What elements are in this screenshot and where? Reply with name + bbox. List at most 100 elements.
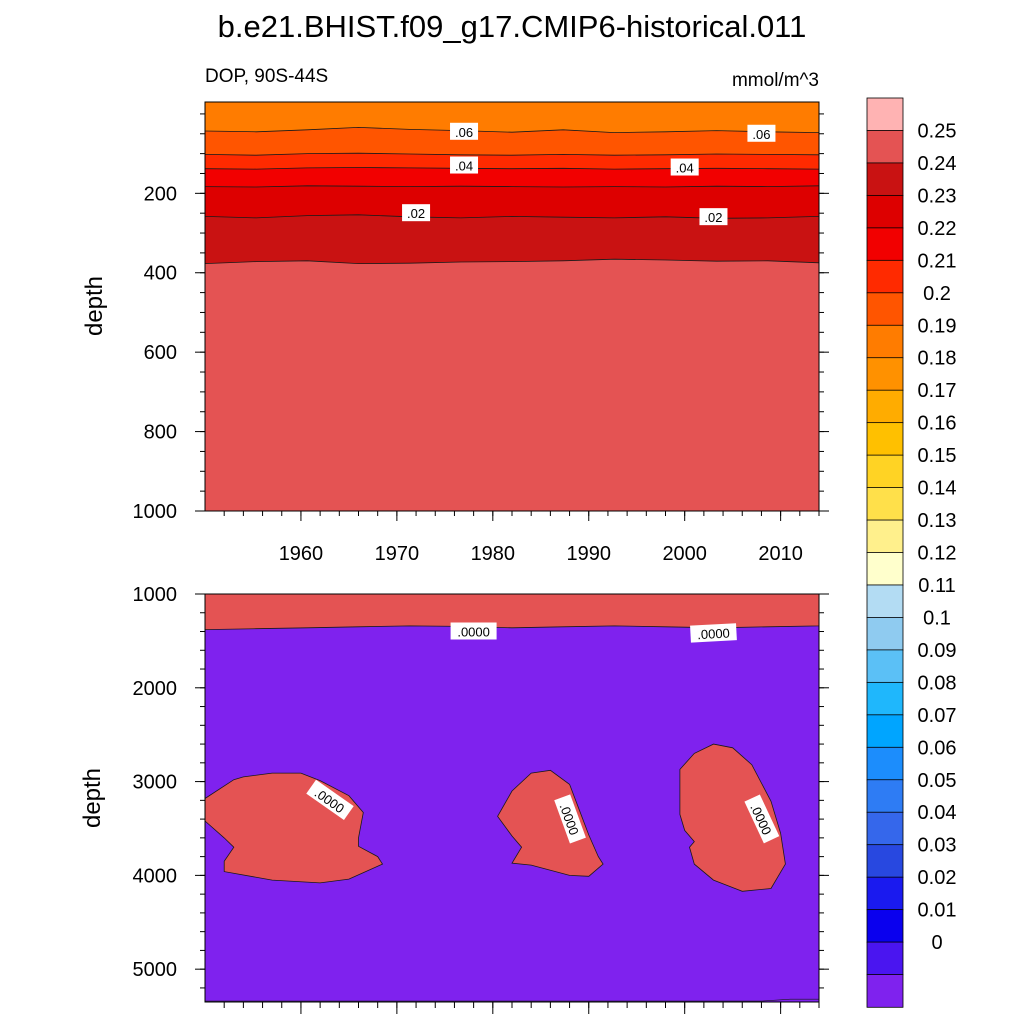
contour-label: .0000 — [690, 623, 737, 643]
colorbar-box — [866, 227, 904, 262]
colorbar-label: 0.18 — [918, 348, 957, 370]
colorbar-box — [866, 357, 904, 391]
contour-label-box — [747, 124, 776, 142]
contour-label-text: .06 — [752, 127, 770, 142]
colorbar-label: 0.24 — [918, 153, 957, 175]
colorbar-label: 0.14 — [918, 478, 957, 500]
colorbar-box — [866, 292, 904, 326]
contour-label: .04 — [670, 158, 699, 176]
contour-label-text: .04 — [455, 159, 473, 174]
upper-panel: DOP, 90S-44S mmol/m^3 .06 .06 .04 .04 .02 .02… — [81, 66, 829, 565]
colorbar-label: 0.22 — [918, 218, 957, 240]
contour-label: .06 — [450, 122, 479, 140]
colorbar-box — [866, 389, 904, 424]
lower-bottom-contour — [205, 998, 819, 1002]
contour-label-box — [699, 208, 728, 226]
y-tick-label: 200 — [144, 183, 177, 205]
upper-x-axis: 1960 1970 1980 1990 2000 2010 — [223, 511, 820, 565]
contour-line-0.06 — [204, 126, 820, 134]
lower-filled-contours — [204, 593, 820, 1002]
chart-title: b.e21.BHIST.f09_g17.CMIP6-historical.011 — [218, 9, 807, 44]
lower-y-axis: 1000 2000 3000 4000 5000 — [133, 584, 829, 989]
contour-label-text: .02 — [407, 206, 425, 221]
colorbar-box — [866, 649, 904, 684]
colorbar-label: 0.19 — [918, 315, 957, 337]
colorbar-box — [866, 422, 904, 456]
contour-line-0.03 — [204, 185, 820, 188]
contour-label-box — [690, 623, 737, 643]
colorbar-box — [866, 909, 904, 943]
colorbar-box — [866, 97, 904, 132]
colorbar-box — [866, 844, 904, 878]
colorbar-box — [866, 194, 904, 229]
colorbar-box — [866, 454, 904, 489]
colorbar-box — [866, 681, 904, 716]
colorbar-label: 0.15 — [918, 445, 957, 467]
contour-line-0.04 — [204, 167, 820, 170]
contour-label-box — [306, 779, 354, 821]
contour-label-text: .0000 — [457, 625, 490, 640]
y-tick-label: 3000 — [133, 772, 178, 794]
colorbar-box — [866, 324, 904, 359]
colorbar-box — [866, 941, 904, 976]
y-tick-label: 800 — [144, 422, 177, 444]
colorbar-box — [866, 876, 904, 911]
upper-left-string: DOP, 90S-44S — [205, 66, 328, 87]
y-tick-label: 5000 — [133, 959, 178, 981]
colorbar-label: 0.13 — [918, 510, 957, 532]
colorbar-label: 0.09 — [918, 640, 957, 662]
colorbar-label: 0.16 — [918, 413, 957, 435]
colorbar-label: 0.23 — [918, 185, 957, 207]
contour-label-text: .02 — [704, 210, 722, 225]
contour-label-box — [554, 794, 586, 844]
contour-line-0.01 — [204, 258, 820, 265]
colorbar-box — [866, 519, 904, 554]
y-tick-label: 400 — [144, 263, 177, 285]
upper-units-string: mmol/m^3 — [732, 70, 819, 91]
colorbar-label: 0.2 — [923, 283, 951, 305]
colorbar-box — [866, 162, 904, 197]
colorbar-label: 0.25 — [918, 121, 957, 143]
colorbar-label: 0.02 — [918, 867, 957, 889]
colorbar-label: 0.04 — [918, 802, 957, 824]
contour-label: .06 — [747, 124, 776, 142]
x-tick-label: 1990 — [567, 543, 612, 565]
colorbar-label: 0 — [931, 932, 942, 954]
colorbar-label: 0.07 — [918, 705, 957, 727]
contour-label-text: .04 — [676, 161, 694, 176]
lower-top-band — [204, 593, 820, 631]
lower-panel: .0000.0000.0000.0000.0000 10002000300040… — [79, 584, 829, 1014]
upper-y-axis-label: depth — [81, 276, 108, 336]
colorbar-box — [866, 811, 904, 846]
colorbar-label: 0.03 — [918, 835, 957, 857]
contour-label-box — [450, 156, 479, 174]
colorbar-label: 0.1 — [923, 607, 951, 629]
y-tick-label: 2000 — [133, 678, 178, 700]
colorbar-box — [866, 974, 904, 1008]
colorbar-label: 0.11 — [918, 575, 955, 597]
colorbar-box — [866, 779, 904, 813]
contour-label-box — [402, 204, 431, 222]
lower-y-axis-label: depth — [79, 768, 106, 828]
x-tick-label: 2010 — [758, 543, 803, 565]
contour-label-box — [670, 158, 699, 176]
y-tick-label: 600 — [144, 342, 177, 364]
lower-patch-3 — [679, 743, 786, 892]
colorbar-label: 0.06 — [918, 737, 957, 759]
x-tick-label: 1980 — [471, 543, 516, 565]
contour-label-box — [744, 794, 780, 844]
x-tick-label: 2000 — [662, 543, 707, 565]
colorbar: 0.25 0.24 0.23 0.22 0.21 0.2 0.19 0.18 0.17 0.16 0… — [866, 97, 957, 1008]
upper-contour-labels: .06 .06 .04 .04 .02 .02 — [402, 122, 776, 226]
colorbar-box — [866, 746, 904, 781]
colorbar-label: 0.21 — [918, 250, 957, 272]
colorbar-box — [866, 617, 904, 651]
colorbar-box — [866, 130, 904, 164]
contour-label-box — [450, 622, 497, 640]
colorbar-box — [866, 259, 904, 294]
contour-label: .02 — [699, 208, 728, 226]
colorbar-label: 0.17 — [918, 380, 957, 402]
contour-label-text: .0000 — [697, 626, 730, 643]
contour-label-box — [450, 122, 479, 140]
